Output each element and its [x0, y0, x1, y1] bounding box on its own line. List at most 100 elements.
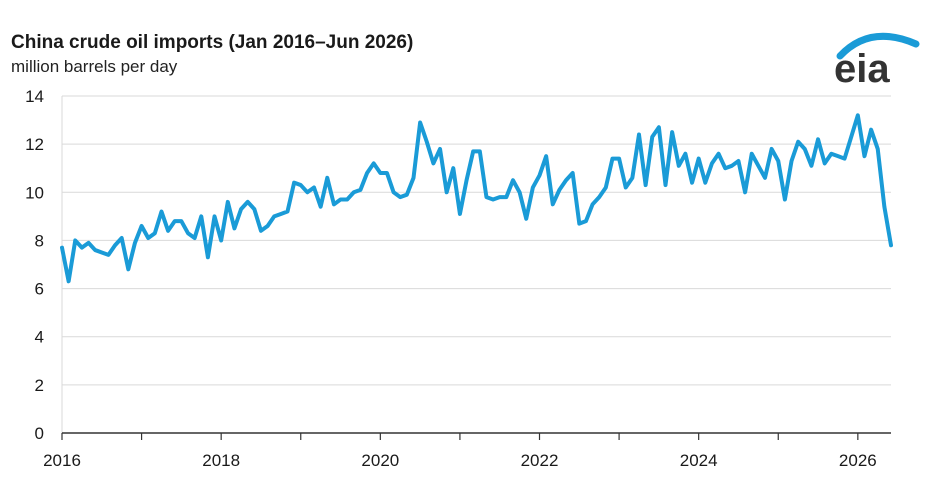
data-point: [836, 154, 840, 158]
data-point: [392, 190, 396, 194]
data-point: [736, 159, 740, 163]
data-point: [339, 198, 343, 202]
data-point: [266, 224, 270, 228]
data-point: [232, 226, 236, 230]
data-point: [372, 161, 376, 165]
data-point: [153, 231, 157, 235]
data-point: [412, 176, 416, 180]
data-point: [624, 185, 628, 189]
data-point: [166, 229, 170, 233]
y-tick-label: 12: [25, 135, 44, 154]
y-tick-label: 0: [35, 424, 44, 443]
data-point: [683, 152, 687, 156]
data-point: [73, 238, 77, 242]
y-tick-label: 4: [35, 328, 44, 347]
y-tick-label: 8: [35, 231, 44, 250]
chart-title: China crude oil imports (Jan 2016–Jun 20…: [11, 32, 414, 53]
data-point: [246, 200, 250, 204]
data-point: [146, 236, 150, 240]
data-point: [803, 147, 807, 151]
data-point: [862, 154, 866, 158]
data-point: [465, 178, 469, 182]
data-point: [252, 207, 256, 211]
data-point: [478, 149, 482, 153]
data-point: [358, 188, 362, 192]
data-point: [305, 190, 309, 194]
gridlines: [62, 95, 891, 386]
data-point: [763, 176, 767, 180]
data-point: [100, 250, 104, 254]
data-point: [312, 185, 316, 189]
data-point: [816, 137, 820, 141]
data-point: [790, 159, 794, 163]
data-point: [385, 171, 389, 175]
data-point: [93, 248, 97, 252]
data-point: [750, 152, 754, 156]
data-point: [856, 113, 860, 117]
data-point: [551, 202, 555, 206]
data-point: [571, 171, 575, 175]
data-point: [378, 171, 382, 175]
data-point: [604, 185, 608, 189]
data-point: [80, 246, 84, 250]
data-point: [491, 198, 495, 202]
data-point: [717, 152, 721, 156]
x-tick-label: 2022: [521, 451, 559, 470]
data-point: [756, 164, 760, 168]
data-point: [405, 193, 409, 197]
x-axis: 2016 2018 2020 2022 2024 2026: [43, 432, 891, 470]
data-point: [299, 183, 303, 187]
data-point: [113, 243, 117, 247]
y-tick-label: 6: [35, 280, 44, 299]
data-point: [431, 161, 435, 165]
data-point: [140, 224, 144, 228]
data-point: [809, 164, 813, 168]
data-point: [226, 200, 230, 204]
series-line-imports: [60, 113, 893, 284]
data-point: [418, 120, 422, 124]
data-point: [876, 147, 880, 151]
data-point: [120, 236, 124, 240]
data-point: [544, 154, 548, 158]
data-point: [279, 212, 283, 216]
data-point: [610, 157, 614, 161]
data-point: [219, 238, 223, 242]
data-point: [259, 229, 263, 233]
data-point: [445, 190, 449, 194]
eia-logo-text: eia: [834, 47, 890, 86]
data-point: [617, 157, 621, 161]
data-point: [710, 161, 714, 165]
data-point: [285, 210, 289, 214]
data-point: [577, 222, 581, 226]
data-point: [776, 159, 780, 163]
data-point: [498, 195, 502, 199]
data-point: [438, 147, 442, 151]
data-point: [538, 173, 542, 177]
data-point: [239, 207, 243, 211]
data-point: [564, 178, 568, 182]
y-tick-label: 2: [35, 376, 44, 395]
data-point: [365, 171, 369, 175]
data-point: [869, 128, 873, 132]
data-point: [67, 279, 71, 283]
data-point: [60, 246, 64, 250]
data-point: [206, 255, 210, 259]
data-point: [630, 176, 634, 180]
data-point: [511, 178, 515, 182]
y-tick-label: 10: [25, 183, 44, 202]
data-point: [849, 135, 853, 139]
data-point: [843, 157, 847, 161]
data-point: [657, 125, 661, 129]
x-tick-label: 2026: [839, 451, 877, 470]
data-point: [272, 214, 276, 218]
data-point: [193, 236, 197, 240]
data-point: [889, 243, 893, 247]
data-point: [557, 188, 561, 192]
data-point: [179, 219, 183, 223]
data-point: [518, 190, 522, 194]
data-point: [690, 181, 694, 185]
data-point: [292, 181, 296, 185]
data-point: [829, 152, 833, 156]
data-point: [173, 219, 177, 223]
